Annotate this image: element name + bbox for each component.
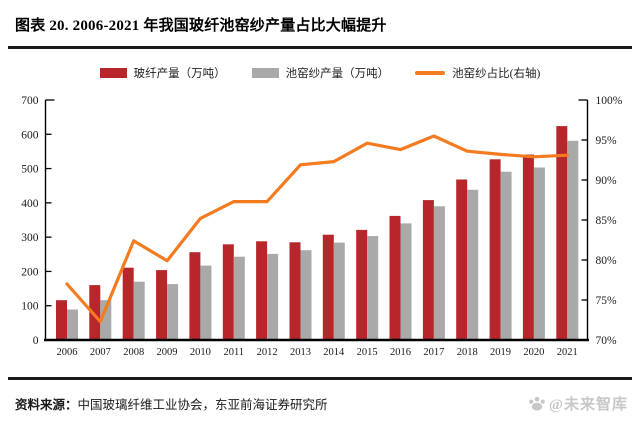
bar-fiberglass-output-2020 — [522, 154, 534, 340]
x-axis-label-2017: 2017 — [423, 347, 444, 358]
bar-fiberglass-output-2012 — [256, 241, 268, 340]
x-axis-label-2009: 2009 — [157, 347, 178, 358]
bar-pool-kiln-yarn-output-2010 — [200, 265, 212, 340]
x-axis-label-2015: 2015 — [357, 347, 378, 358]
left-axis-tick-label: 200 — [21, 266, 39, 278]
orange-line-swatch-icon — [415, 71, 446, 75]
bar-pool-kiln-yarn-output-2017 — [433, 206, 445, 340]
right-axis-tick-label: 85% — [596, 215, 618, 227]
right-axis-tick-label: 75% — [596, 295, 618, 307]
bar-fiberglass-output-2021 — [556, 126, 568, 340]
legend-label: 池窑纱占比(右轴) — [452, 68, 541, 80]
figure-title: 图表 20. 2006-2021 年我国玻纤池窑纱产量占比大幅提升 — [15, 18, 387, 34]
title-divider — [8, 46, 632, 49]
watermark: @未来智库 — [528, 393, 628, 414]
left-axis-tick-label: 300 — [21, 232, 39, 244]
footer-divider — [8, 377, 632, 380]
legend-label: 池窑纱产量（万吨） — [285, 68, 390, 80]
x-axis-label-2016: 2016 — [390, 347, 411, 358]
x-axis-label-2008: 2008 — [123, 347, 144, 358]
left-axis-tick-label: 400 — [21, 198, 39, 210]
source-line: 资料来源：中国玻璃纤维工业协会，东亚前海证券研究所 — [15, 394, 328, 413]
legend-item-pool-kiln-yarn-output: 池窑纱产量（万吨） — [251, 65, 390, 81]
x-axis-label-2019: 2019 — [490, 347, 511, 358]
legend-label: 玻纤产量（万吨） — [133, 68, 226, 80]
bar-fiberglass-output-2010 — [189, 252, 201, 340]
bar-fiberglass-output-2013 — [289, 242, 301, 340]
bar-pool-kiln-yarn-output-2014 — [333, 242, 345, 340]
bar-pool-kiln-yarn-output-2012 — [267, 253, 279, 340]
gray-bar-swatch-icon — [251, 68, 279, 78]
watermark-text: @未来智库 — [549, 396, 628, 413]
bar-pool-kiln-yarn-output-2008 — [133, 281, 145, 340]
right-axis-tick-label: 100% — [596, 95, 623, 107]
x-axis-label-2014: 2014 — [323, 347, 345, 358]
legend-item-pool-kiln-ratio: 池窑纱占比(右轴) — [415, 65, 540, 81]
bar-fiberglass-output-2009 — [156, 270, 168, 340]
paw-icon — [529, 396, 545, 411]
red-bar-swatch-icon — [99, 68, 127, 78]
source-text: 中国玻璃纤维工业协会，东亚前海证券研究所 — [77, 397, 328, 412]
bar-fiberglass-output-2018 — [456, 179, 468, 340]
bar-pool-kiln-yarn-output-2020 — [533, 167, 545, 340]
bar-pool-kiln-yarn-output-2021 — [567, 140, 579, 340]
x-axis-label-2011: 2011 — [223, 347, 244, 358]
right-axis-tick-label: 95% — [596, 135, 618, 147]
legend-item-fiberglass-output: 玻纤产量（万吨） — [99, 65, 226, 81]
bar-pool-kiln-yarn-output-2015 — [367, 236, 379, 340]
footer: 资料来源：中国玻璃纤维工业协会，东亚前海证券研究所 @未来智库 — [15, 390, 628, 416]
bar-fiberglass-output-2014 — [322, 234, 334, 340]
bar-pool-kiln-yarn-output-2007 — [100, 300, 112, 340]
bar-pool-kiln-yarn-output-2019 — [500, 171, 512, 340]
x-axis-label-2010: 2010 — [190, 347, 211, 358]
x-axis-label-2013: 2013 — [290, 347, 311, 358]
bar-pool-kiln-yarn-output-2011 — [233, 256, 245, 340]
x-axis-label-2007: 2007 — [90, 347, 111, 358]
bar-fiberglass-output-2006 — [56, 300, 67, 340]
left-axis-tick-label: 600 — [21, 129, 39, 141]
left-axis-tick-label: 500 — [21, 164, 39, 176]
chart-legend: 玻纤产量（万吨） 池窑纱产量（万吨） 池窑纱占比(右轴) — [0, 63, 640, 83]
bar-pool-kiln-yarn-output-2006 — [67, 309, 78, 340]
bar-fiberglass-output-2015 — [356, 229, 368, 340]
bar-fiberglass-output-2008 — [122, 267, 134, 340]
x-axis-label-2012: 2012 — [257, 347, 278, 358]
source-label: 资料来源： — [15, 397, 78, 412]
bar-pool-kiln-yarn-output-2009 — [167, 284, 179, 340]
bar-fiberglass-output-2007 — [89, 285, 101, 340]
left-axis-tick-label: 700 — [21, 95, 39, 107]
x-axis-label-2021: 2021 — [557, 347, 578, 358]
left-axis-tick-label: 0 — [33, 335, 39, 347]
bar-fiberglass-output-2016 — [389, 215, 401, 340]
bar-pool-kiln-yarn-output-2013 — [300, 250, 312, 340]
bar-fiberglass-output-2017 — [422, 200, 434, 340]
bar-pool-kiln-yarn-output-2018 — [467, 189, 479, 340]
x-axis-label-2018: 2018 — [457, 347, 478, 358]
left-axis-tick-label: 100 — [21, 301, 39, 313]
x-axis-label-2020: 2020 — [523, 347, 544, 358]
right-axis-tick-label: 90% — [596, 175, 618, 187]
bar-pool-kiln-yarn-output-2016 — [400, 223, 412, 340]
right-axis-tick-label: 80% — [596, 255, 618, 267]
bar-fiberglass-output-2019 — [489, 159, 501, 340]
bar-fiberglass-output-2011 — [222, 244, 234, 340]
right-axis-tick-label: 70% — [596, 335, 618, 347]
combo-chart: 2006 2007 2008 2009 2010 2011 2012 2013 2014 2015… — [21, 95, 623, 358]
ratio-line — [65, 134, 569, 324]
x-axis-label-2006: 2006 — [57, 347, 78, 358]
